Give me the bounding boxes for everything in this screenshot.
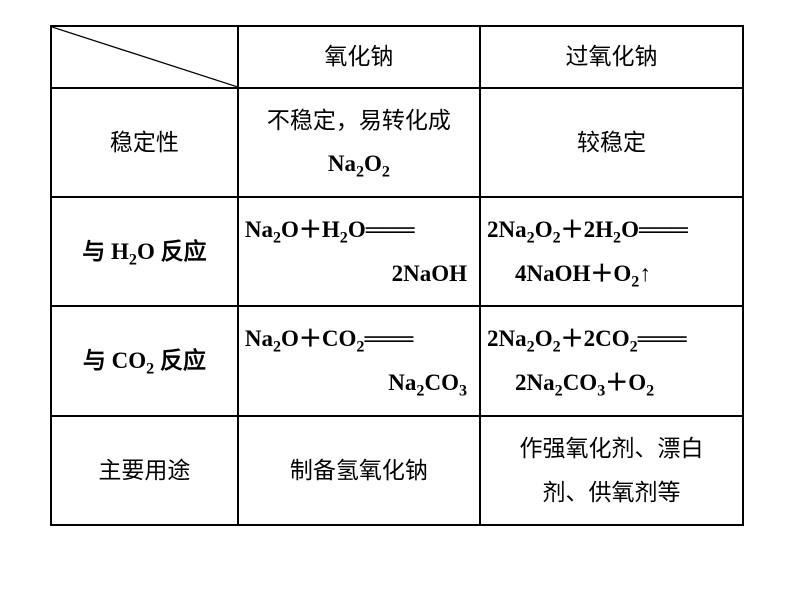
header-na2o: 氧化钠 [238, 26, 480, 88]
co2-na2o2-equation: 2Na2O2＋2CO2═══ 2Na2CO3＋O2 [480, 306, 743, 415]
diagonal-header-cell [51, 26, 238, 88]
h2o-na2o-equation: Na2O＋H2O═══ 2NaOH [238, 197, 480, 306]
row-label-use: 主要用途 [51, 416, 238, 525]
comparison-table: 氧化钠 过氧化钠 稳定性 不稳定，易转化成 Na2O2 较稳定 与 H2O 反应… [50, 25, 744, 526]
use-na2o2-cell: 作强氧化剂、漂白 剂、供氧剂等 [480, 416, 743, 525]
table-row-co2: 与 CO2 反应 Na2O＋CO2═══ Na2CO3 2Na2O2＋2CO2═… [51, 306, 743, 415]
stability-na2o-cell: 不稳定，易转化成 Na2O2 [238, 88, 480, 197]
stability-na2o2-cell: 较稳定 [480, 88, 743, 197]
use-na2o-cell: 制备氢氧化钠 [238, 416, 480, 525]
table-row-use: 主要用途 制备氢氧化钠 作强氧化剂、漂白 剂、供氧剂等 [51, 416, 743, 525]
row-label-stability: 稳定性 [51, 88, 238, 197]
stability-text-line1: 不稳定，易转化成 [267, 108, 451, 133]
header-na2o2: 过氧化钠 [480, 26, 743, 88]
diagonal-line-icon [52, 27, 237, 87]
row-label-co2: 与 CO2 反应 [51, 306, 238, 415]
table-row-h2o: 与 H2O 反应 Na2O＋H2O═══ 2NaOH 2Na2O2＋2H2O══… [51, 197, 743, 306]
stability-formula: Na2O2 [328, 151, 390, 176]
h2o-na2o2-equation: 2Na2O2＋2H2O═══ 4NaOH＋O2↑ [480, 197, 743, 306]
table-row-stability: 稳定性 不稳定，易转化成 Na2O2 较稳定 [51, 88, 743, 197]
co2-na2o-equation: Na2O＋CO2═══ Na2CO3 [238, 306, 480, 415]
row-label-h2o: 与 H2O 反应 [51, 197, 238, 306]
table-header-row: 氧化钠 过氧化钠 [51, 26, 743, 88]
